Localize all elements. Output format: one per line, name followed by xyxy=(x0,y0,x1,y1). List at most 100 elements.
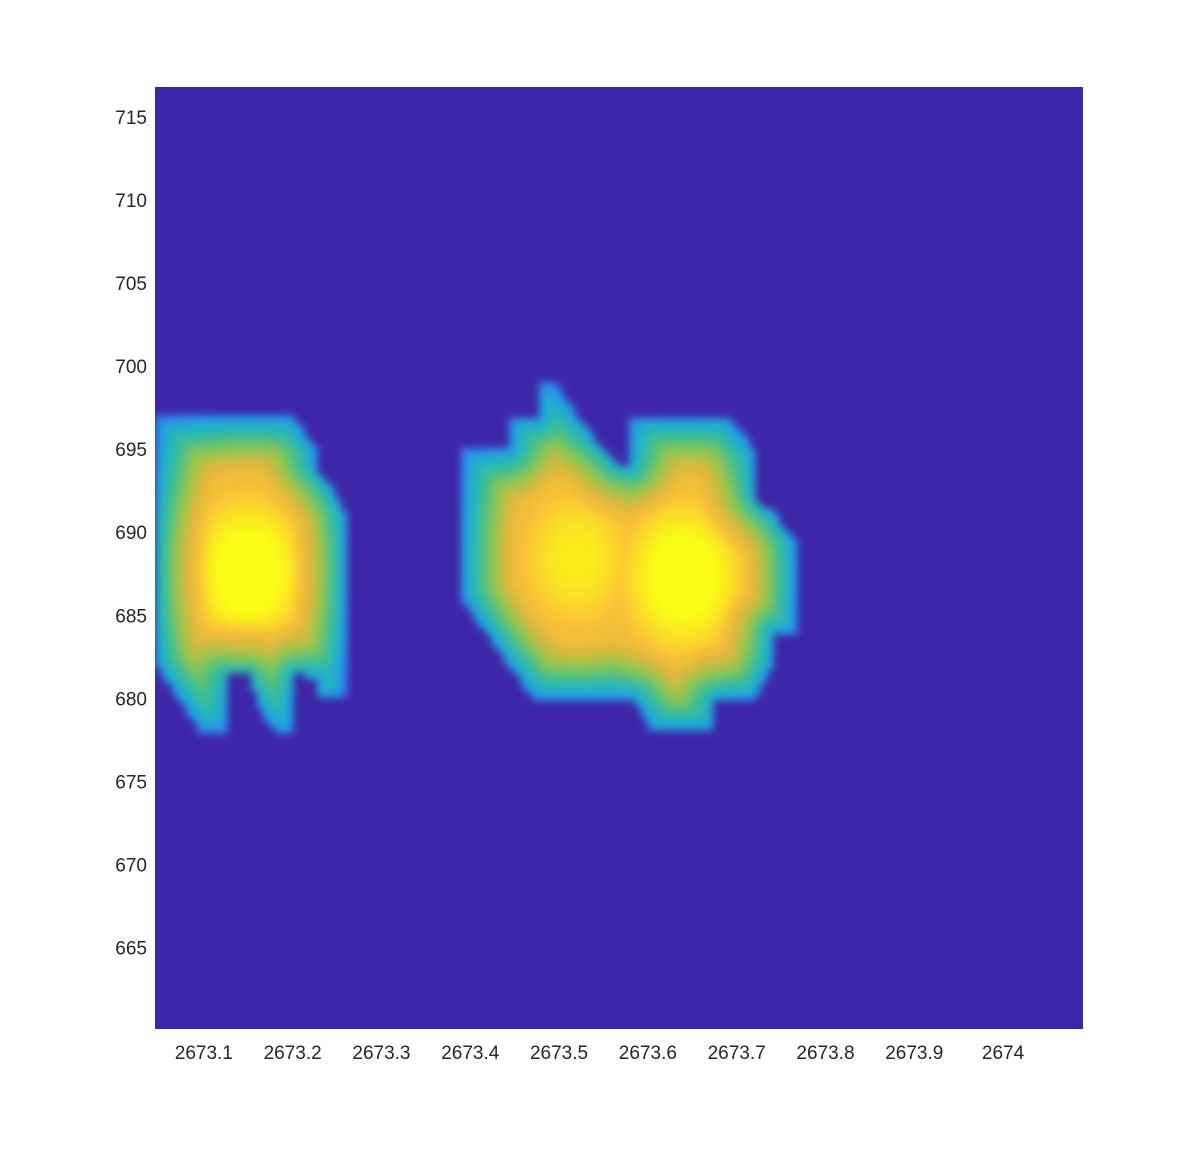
heatmap-cell xyxy=(485,466,492,473)
heatmap-cell xyxy=(659,604,666,611)
heatmap-cell xyxy=(311,625,318,632)
heatmap-cell xyxy=(173,541,180,548)
heatmap-cell xyxy=(599,580,606,587)
heatmap-cell xyxy=(569,472,576,479)
heatmap-cell xyxy=(515,490,522,497)
heatmap-cell xyxy=(605,544,612,551)
heatmap-cell xyxy=(251,445,258,452)
heatmap-cell xyxy=(653,472,660,479)
heatmap-cell xyxy=(215,499,222,506)
heatmap-cell xyxy=(587,622,594,629)
heatmap-cell xyxy=(623,646,630,653)
heatmap-cell xyxy=(287,493,294,500)
heatmap-cell xyxy=(677,430,684,437)
heatmap-cell xyxy=(773,616,780,623)
heatmap-cell xyxy=(551,574,558,581)
heatmap-cell xyxy=(683,658,690,665)
heatmap-cell xyxy=(173,499,180,506)
heatmap-cell xyxy=(599,610,606,617)
heatmap-cell xyxy=(269,457,276,464)
heatmap-cell xyxy=(671,670,678,677)
heatmap-cell xyxy=(209,529,216,536)
heatmap-cell xyxy=(701,586,708,593)
heatmap-cell xyxy=(545,442,552,449)
heatmap-cell xyxy=(701,556,708,563)
heatmap-cell xyxy=(605,592,612,599)
heatmap-cell xyxy=(161,553,168,560)
heatmap-cell xyxy=(725,436,732,443)
heatmap-cell xyxy=(479,520,486,527)
heatmap-cell xyxy=(659,670,666,677)
heatmap-cell xyxy=(569,406,576,413)
heatmap-cell xyxy=(311,661,318,668)
heatmap-cell xyxy=(683,682,690,689)
heatmap-cell xyxy=(263,679,270,686)
heatmap-cell xyxy=(731,496,738,503)
heatmap-cell xyxy=(779,568,786,575)
heatmap-cell xyxy=(725,562,732,569)
heatmap-cell xyxy=(731,682,738,689)
heatmap-cell xyxy=(473,586,480,593)
heatmap-cell xyxy=(527,508,534,515)
heatmap-cell xyxy=(227,439,234,446)
heatmap-cell xyxy=(647,712,654,719)
heatmap-cell xyxy=(497,628,504,635)
heatmap-cell xyxy=(725,574,732,581)
heatmap-cell xyxy=(563,598,570,605)
heatmap-cell xyxy=(341,571,348,578)
heatmap-cell xyxy=(299,595,306,602)
heatmap-cell xyxy=(275,445,282,452)
heatmap-cell xyxy=(221,709,228,716)
heatmap-cell xyxy=(695,682,702,689)
heatmap-cell xyxy=(221,553,228,560)
heatmap-cell xyxy=(497,622,504,629)
heatmap-cell xyxy=(677,682,684,689)
heatmap-cell xyxy=(557,424,564,431)
heatmap-cell xyxy=(719,694,726,701)
heatmap-cell xyxy=(581,436,588,443)
heatmap-cell xyxy=(731,520,738,527)
heatmap-cell xyxy=(521,592,528,599)
heatmap-cell xyxy=(167,517,174,524)
heatmap-cell xyxy=(605,646,612,653)
heatmap-cell xyxy=(323,655,330,662)
heatmap-cell xyxy=(707,646,714,653)
heatmap-cell xyxy=(203,427,210,434)
heatmap-cell xyxy=(245,655,252,662)
heatmap-cell xyxy=(743,508,750,515)
heatmap-cell xyxy=(335,529,342,536)
heatmap-cell xyxy=(611,598,618,605)
heatmap-cell xyxy=(557,430,564,437)
heatmap-cell xyxy=(695,472,702,479)
heatmap-cell xyxy=(647,538,654,545)
heatmap-cell xyxy=(683,718,690,725)
heatmap-cell xyxy=(227,571,234,578)
heatmap-cell xyxy=(497,568,504,575)
heatmap-cell xyxy=(155,421,162,428)
y-tick-label: 710 xyxy=(115,191,147,212)
heatmap-cell xyxy=(707,442,714,449)
heatmap-cell xyxy=(569,694,576,701)
heatmap-cell xyxy=(689,532,696,539)
heatmap-cell xyxy=(755,640,762,647)
heatmap-cell xyxy=(587,562,594,569)
heatmap-cell xyxy=(257,499,264,506)
heatmap-cell xyxy=(299,475,306,482)
heatmap-cell xyxy=(641,502,648,509)
heatmap-cell xyxy=(659,460,666,467)
heatmap-cell xyxy=(479,622,486,629)
heatmap-cell xyxy=(575,448,582,455)
heatmap-cell xyxy=(281,625,288,632)
heatmap-cell xyxy=(461,568,468,575)
heatmap-cell xyxy=(233,547,240,554)
heatmap-cell xyxy=(227,559,234,566)
heatmap-cell xyxy=(185,691,192,698)
heatmap-cell xyxy=(527,484,534,491)
heatmap-cell xyxy=(641,508,648,515)
heatmap-cell xyxy=(167,457,174,464)
heatmap-cell xyxy=(665,526,672,533)
heatmap-cell xyxy=(641,466,648,473)
heatmap-cell xyxy=(773,544,780,551)
heatmap-cell xyxy=(581,688,588,695)
heatmap-cell xyxy=(671,688,678,695)
